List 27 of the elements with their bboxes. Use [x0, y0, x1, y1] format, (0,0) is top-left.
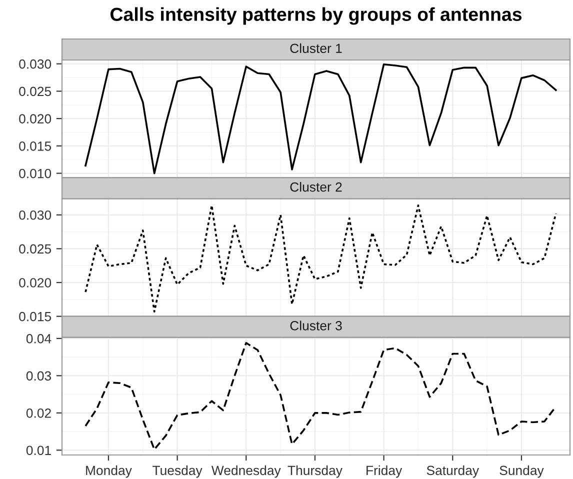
chart-subtitle: Cluster 1 — [290, 43, 342, 54]
x-tick-label: Friday — [366, 465, 402, 478]
chart-subtitle: Cluster 2 — [290, 182, 342, 192]
chart-title: Calls intensity patterns by groups of antennas — [110, 7, 522, 25]
y-tick-label: 0.030 — [19, 59, 52, 69]
x-tick-label: Wednesday — [211, 465, 281, 478]
x-tick-label: Sunday — [500, 465, 544, 478]
y-tick-label: 0.015 — [19, 141, 52, 151]
x-tick-label: Tuesday — [152, 465, 202, 478]
y-tick-label: 0.010 — [19, 168, 52, 178]
x-tick-label: Saturday — [426, 465, 480, 478]
y-tick-label: 0.030 — [19, 210, 52, 220]
y-tick-label: 0.04 — [26, 334, 52, 344]
y-tick-label: 0.025 — [19, 244, 52, 254]
chart-subtitle: Cluster 3 — [290, 320, 342, 330]
y-tick-label: 0.03 — [26, 371, 52, 381]
x-tick-label: Monday — [86, 465, 132, 478]
y-tick-label: 0.025 — [19, 86, 52, 96]
y-tick-label: 0.01 — [26, 446, 51, 456]
line-series — [84, 342, 557, 450]
line-series — [84, 204, 557, 313]
y-tick-label: 0.02 — [26, 408, 51, 418]
y-tick-label: 0.020 — [19, 114, 52, 124]
y-tick-label: 0.020 — [19, 278, 52, 288]
x-tick-label: Thursday — [288, 465, 342, 478]
line-series — [84, 63, 557, 174]
y-tick-label: 0.015 — [19, 312, 52, 322]
